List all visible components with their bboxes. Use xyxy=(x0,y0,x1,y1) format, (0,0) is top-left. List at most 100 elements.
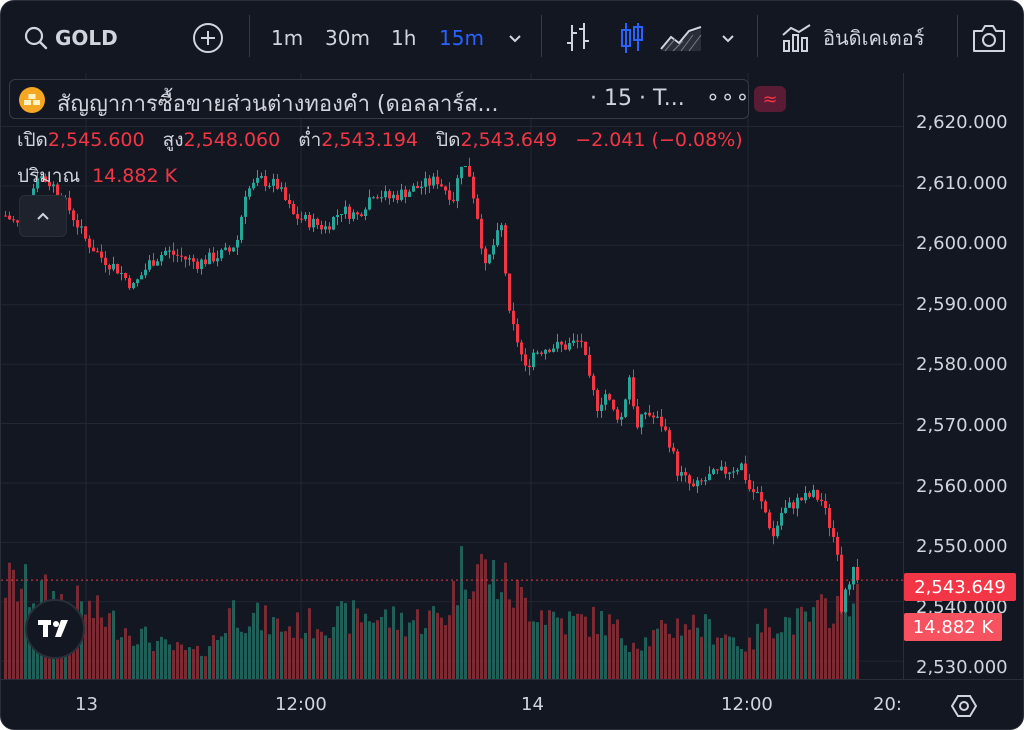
candle-body xyxy=(700,480,703,482)
candle-body xyxy=(492,245,495,255)
volume-bar xyxy=(592,606,595,679)
candle-body xyxy=(720,466,723,471)
candle-body xyxy=(636,406,639,428)
symbol-search-button[interactable]: GOLD xyxy=(23,21,118,55)
candle-body xyxy=(756,492,759,494)
candle-body xyxy=(780,512,783,526)
volume-bar xyxy=(444,625,447,679)
candle-body xyxy=(420,186,423,189)
volume-bar xyxy=(100,617,103,679)
candle-body xyxy=(12,219,15,221)
volume-bar xyxy=(372,622,375,679)
volume-bar xyxy=(492,559,495,679)
volume-value: 14.882 K xyxy=(92,165,178,187)
chart-type-dropdown-button[interactable] xyxy=(719,21,737,55)
candle-body xyxy=(316,218,319,225)
volume-bar xyxy=(752,649,755,679)
volume-bar xyxy=(792,634,795,679)
volume-bar xyxy=(280,631,283,679)
approx-data-badge[interactable]: ≈ xyxy=(754,86,786,112)
candle-body xyxy=(136,279,139,284)
candle-body xyxy=(240,216,243,240)
candle-body xyxy=(260,175,263,178)
volume-bar xyxy=(516,580,519,679)
volume-bar xyxy=(632,642,635,679)
gold-bars-icon xyxy=(19,87,45,113)
volume-bar xyxy=(180,644,183,679)
candle-body xyxy=(532,352,535,368)
candle-body xyxy=(764,501,767,513)
compare-add-button[interactable] xyxy=(191,21,225,55)
volume-bar xyxy=(820,594,823,679)
volume-bar xyxy=(236,627,239,679)
candle-body xyxy=(668,430,671,448)
symbol-label: GOLD xyxy=(55,26,118,50)
candle-body xyxy=(552,348,555,352)
chevron-down-icon xyxy=(719,29,737,47)
volume-bar xyxy=(156,641,159,679)
price-axis-label: 2,570.000 xyxy=(916,415,1008,436)
candle-body xyxy=(52,184,55,187)
volume-bar xyxy=(396,629,399,679)
candle-body xyxy=(812,489,815,497)
candle-body xyxy=(680,471,683,476)
candle-body xyxy=(308,214,311,228)
candle-body xyxy=(328,226,331,230)
candle-body xyxy=(56,184,59,197)
screenshot-button[interactable] xyxy=(971,21,1007,55)
candle-body xyxy=(404,189,407,198)
interval-15m[interactable]: 15m xyxy=(439,26,484,50)
volume-bar xyxy=(440,617,443,679)
volume-bar xyxy=(172,650,175,679)
candle-body xyxy=(88,238,91,248)
candle-body xyxy=(696,480,699,487)
indicators-button[interactable]: อินดิเคเตอร์ xyxy=(781,21,924,55)
chart-settings-button[interactable] xyxy=(951,693,977,719)
candle-body xyxy=(512,310,515,325)
candles-style-button[interactable] xyxy=(617,21,647,55)
bar-style-button[interactable] xyxy=(563,21,593,55)
candle-body xyxy=(440,184,443,187)
interval-1m[interactable]: 1m xyxy=(271,26,304,50)
volume-bar xyxy=(496,599,499,679)
candle-body xyxy=(852,567,855,585)
interval-30m[interactable]: 30m xyxy=(325,26,370,50)
candle-body xyxy=(432,176,435,186)
volume-bar xyxy=(92,618,95,679)
volume-bar xyxy=(216,640,219,679)
candle-body xyxy=(196,261,199,269)
last-volume-tag: 14.882 K xyxy=(904,613,1002,641)
more-options-button[interactable]: ∘∘∘ xyxy=(706,85,751,110)
volume-bar xyxy=(332,626,335,679)
volume-bar xyxy=(404,636,407,679)
volume-bar xyxy=(152,651,155,679)
legend-header[interactable] xyxy=(9,79,749,119)
candle-body xyxy=(568,343,571,350)
candle-body xyxy=(808,492,811,497)
candle-body xyxy=(628,377,631,400)
volume-bar xyxy=(552,611,555,679)
volume-bar xyxy=(548,610,551,679)
candle-body xyxy=(168,250,171,252)
ohlc-values: เปิด2,545.600 สูง2,548.060 ต่ำ2,543.194 … xyxy=(17,125,755,155)
candle-body xyxy=(452,199,455,202)
volume-bar xyxy=(456,605,459,679)
area-style-button[interactable] xyxy=(659,21,703,55)
interval-1h[interactable]: 1h xyxy=(391,26,417,50)
volume-bar xyxy=(832,623,835,679)
collapse-legend-button[interactable] xyxy=(19,195,67,237)
candle-body xyxy=(448,190,451,200)
volume-bar xyxy=(696,627,699,679)
candle-body xyxy=(320,224,323,230)
volume-bar xyxy=(192,649,195,679)
volume-bar xyxy=(176,642,179,679)
interval-dropdown-button[interactable] xyxy=(506,21,524,55)
tradingview-logo[interactable] xyxy=(25,599,85,659)
candle-body xyxy=(40,176,43,179)
candle-body xyxy=(176,254,179,256)
candle-body xyxy=(508,273,511,311)
candle-body xyxy=(612,399,615,410)
volume-bar xyxy=(240,631,243,679)
volume-bar xyxy=(120,637,123,679)
volume-bar xyxy=(416,609,419,679)
